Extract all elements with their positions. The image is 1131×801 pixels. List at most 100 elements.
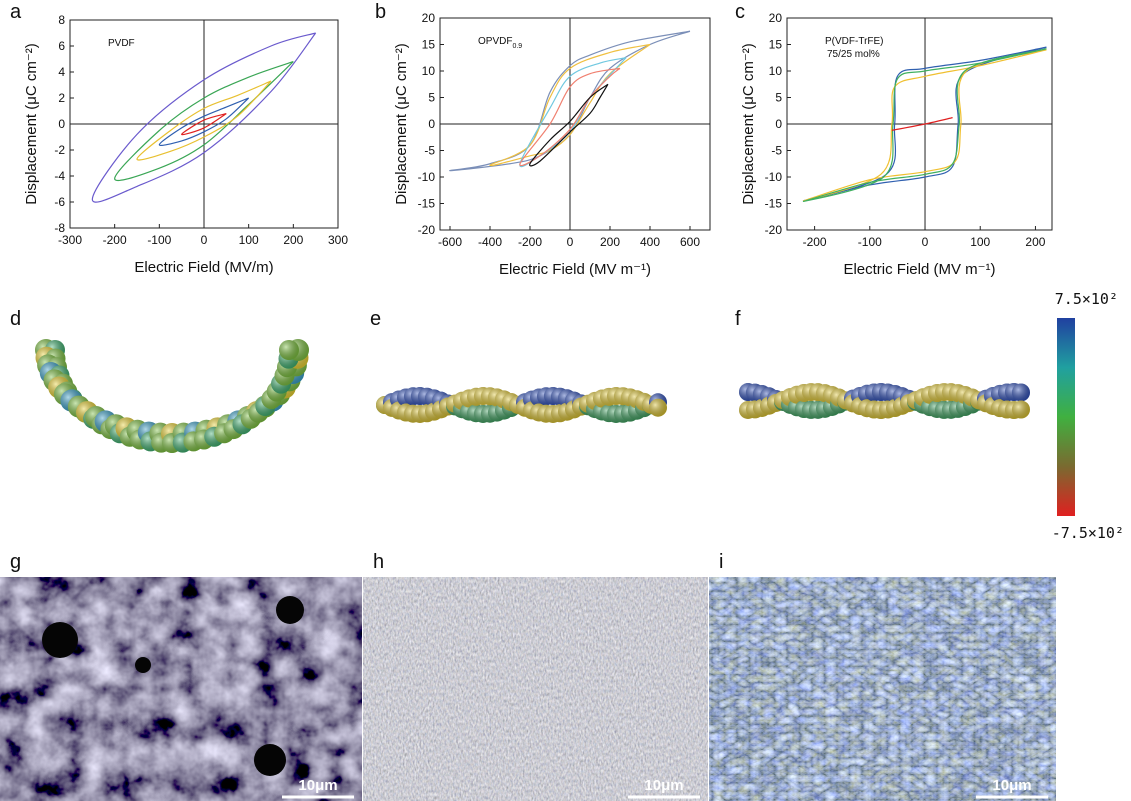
annotation-part: 75/25 mol% <box>827 49 880 60</box>
scale-label: 10μm <box>992 777 1031 794</box>
void <box>42 622 78 658</box>
panel-letter: h <box>373 551 384 573</box>
loop-line <box>181 113 227 136</box>
micrographs: g 10μm h 10μm i 10μm <box>0 551 1056 801</box>
void <box>135 657 151 673</box>
loop-line <box>802 48 1047 202</box>
scale-label: 10μm <box>644 777 683 794</box>
x-tick-label: 200 <box>600 235 620 249</box>
y-tick-label: -10 <box>765 170 783 184</box>
atom-shade <box>1012 383 1030 402</box>
y-tick-label: -10 <box>418 170 436 184</box>
y-tick-label: 5 <box>428 91 435 105</box>
x-tick-label: -100 <box>147 233 171 247</box>
y-axis-label: Displacement (μC cm⁻²) <box>23 43 40 205</box>
y-tick-label: 20 <box>422 11 436 25</box>
y-tick-label: -2 <box>54 143 65 157</box>
y-tick-label: 2 <box>58 91 65 105</box>
x-tick-label: 200 <box>1025 235 1045 249</box>
micrograph <box>709 577 1056 801</box>
loop-line <box>158 97 250 147</box>
y-tick-label: 6 <box>58 39 65 53</box>
atom-shade <box>649 398 667 417</box>
panel-letter: b <box>375 1 386 23</box>
y-tick-label: -15 <box>418 197 436 211</box>
atom-shade <box>1012 400 1030 419</box>
loop-line <box>449 30 691 172</box>
y-tick-label: 5 <box>775 91 782 105</box>
colorbar-max: 7.5×10² <box>1055 290 1118 308</box>
y-tick-label: 15 <box>769 38 783 52</box>
x-axis-label: Electric Field (MV/m) <box>134 259 273 276</box>
y-tick-label: 15 <box>422 38 436 52</box>
y-tick-label: 8 <box>58 13 65 27</box>
annotation-part: OPVDF <box>478 36 512 47</box>
chart: b -600 -400 -200 0 200 400 600 -20 -15 -10 -5 0 5 10 15… <box>375 1 711 278</box>
annotation-part: P(VDF-TrFE) <box>825 36 884 47</box>
x-tick-label: -100 <box>858 235 882 249</box>
x-axis-label: Electric Field (MV m⁻¹) <box>499 261 651 278</box>
void <box>254 744 286 776</box>
y-axis-label: Displacement (μC cm⁻²) <box>740 43 757 205</box>
x-tick-label: -400 <box>478 235 502 249</box>
colorbar-gradient <box>1057 318 1075 516</box>
x-axis-label: Electric Field (MV m⁻¹) <box>843 261 995 278</box>
y-tick-label: 20 <box>769 11 783 25</box>
y-tick-label: -20 <box>765 223 783 237</box>
x-tick-label: 0 <box>201 233 208 247</box>
x-tick-label: -600 <box>438 235 462 249</box>
panel-letter: e <box>370 308 381 330</box>
x-tick-label: -300 <box>58 233 82 247</box>
y-tick-label: -20 <box>418 223 436 237</box>
x-tick-label: 0 <box>567 235 574 249</box>
x-tick-label: 600 <box>680 235 700 249</box>
y-axis-label: Displacement (μC cm⁻²) <box>393 43 410 205</box>
loop-line <box>519 57 627 168</box>
y-tick-label: -8 <box>54 221 65 235</box>
x-tick-label: 300 <box>328 233 348 247</box>
panel-letter: f <box>735 308 741 330</box>
colorbar: 7.5×10² -7.5×10² <box>1052 290 1124 542</box>
loop-line <box>529 83 609 167</box>
chart: a -300 -200 -100 0 100 200 300 -8 -6 -4 -2 0 2 4 6 8 Elec… <box>10 1 348 276</box>
panel-letter: a <box>10 1 22 23</box>
y-tick-label: 0 <box>775 117 782 131</box>
colorbar-min: -7.5×10² <box>1052 524 1124 542</box>
loop-line <box>519 67 621 167</box>
annotation: PVDF <box>108 38 135 49</box>
y-tick-label: -4 <box>54 169 65 183</box>
y-tick-label: -5 <box>771 144 782 158</box>
charts: a-300 -200 -100 0 100 200 300-8-6-4-202468Elec… <box>10 1 1053 278</box>
y-tick-label: 0 <box>428 117 435 131</box>
loop-line <box>136 80 272 161</box>
x-tick-label: -200 <box>803 235 827 249</box>
micrograph <box>363 577 708 801</box>
molecules: d e f <box>10 308 1030 453</box>
void <box>276 596 304 624</box>
x-tick-label: 100 <box>239 233 259 247</box>
y-tick-label: -15 <box>765 197 783 211</box>
loop-line <box>91 32 317 203</box>
y-tick-label: -6 <box>54 195 65 209</box>
panel-letter: i <box>719 551 723 573</box>
x-tick-label: 100 <box>970 235 990 249</box>
annotation: OPVDF0.9 <box>478 36 522 50</box>
panel-letter: g <box>10 551 21 573</box>
loop-line <box>489 43 651 167</box>
loop-line <box>891 117 953 131</box>
x-tick-label: 0 <box>922 235 929 249</box>
micrograph <box>0 577 362 801</box>
y-tick-label: 10 <box>422 64 436 78</box>
atom-shade <box>279 340 299 360</box>
y-tick-label: 10 <box>769 64 783 78</box>
annotation: P(VDF-TrFE) 75/25 mol% <box>825 36 884 60</box>
panel-letter: c <box>735 1 745 23</box>
scale-label: 10μm <box>298 777 337 794</box>
x-tick-label: -200 <box>518 235 542 249</box>
y-tick-label: -5 <box>424 144 435 158</box>
x-tick-label: -200 <box>103 233 127 247</box>
y-tick-label: 0 <box>58 117 65 131</box>
x-tick-label: 400 <box>640 235 660 249</box>
y-tick-label: 4 <box>58 65 65 79</box>
